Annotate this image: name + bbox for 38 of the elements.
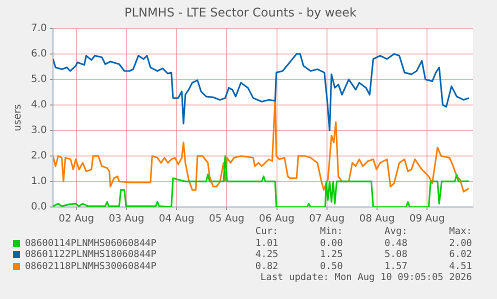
y-tick-label: 7.0	[30, 22, 47, 34]
text: 1.01	[254, 238, 278, 249]
y-tick-label: 4.0	[30, 100, 47, 111]
chart-title: PLNMHS - LTE Sector Counts - by week	[124, 5, 357, 20]
y-axis-title: users	[12, 104, 24, 132]
text: Min:	[318, 226, 343, 238]
text: Last update: Mon Aug 10 09:05:05 2026	[259, 272, 472, 284]
text: 2.00	[448, 238, 472, 249]
y-tick-label: 2.0	[30, 150, 47, 162]
legend-label: 08602118PLNMHS30060844P	[24, 260, 158, 272]
text: Avg:	[384, 226, 408, 238]
y-tick-label: 6.0	[30, 48, 47, 60]
x-tick-label: 05 Aug	[208, 214, 244, 225]
y-tick-label: 5.0	[30, 74, 47, 86]
text: 0.48	[384, 238, 408, 249]
text: 1.57	[384, 260, 408, 272]
x-tick-label: 02 Aug	[58, 214, 94, 225]
x-tick-label: 03 Aug	[108, 214, 144, 225]
text: 4.25	[254, 249, 278, 260]
text: 1.25	[318, 249, 343, 260]
text: Cur:	[254, 226, 278, 238]
text: 5.08	[384, 249, 408, 260]
x-tick-label: 06 Aug	[259, 214, 294, 225]
y-tick-label: 1.0	[30, 176, 47, 188]
text: Max:	[448, 226, 472, 238]
legend-label: 08600114PLNMHS06060844P	[24, 238, 158, 249]
x-tick-label: 04 Aug	[158, 214, 194, 225]
y-tick-label: 3.0	[30, 125, 47, 136]
text: 0.50	[318, 260, 343, 272]
y-tick-label: 0.0	[30, 202, 47, 213]
text: 6.02	[448, 249, 472, 260]
x-tick-label: 07 Aug	[309, 214, 345, 225]
text: 0.82	[254, 260, 278, 272]
x-tick-label: 09 Aug	[409, 214, 445, 225]
legend-label: 08601122PLNMHS18060844P	[24, 249, 158, 260]
x-tick-label: 08 Aug	[359, 214, 395, 225]
text: 0.00	[318, 238, 343, 249]
text: 4.51	[448, 260, 472, 272]
